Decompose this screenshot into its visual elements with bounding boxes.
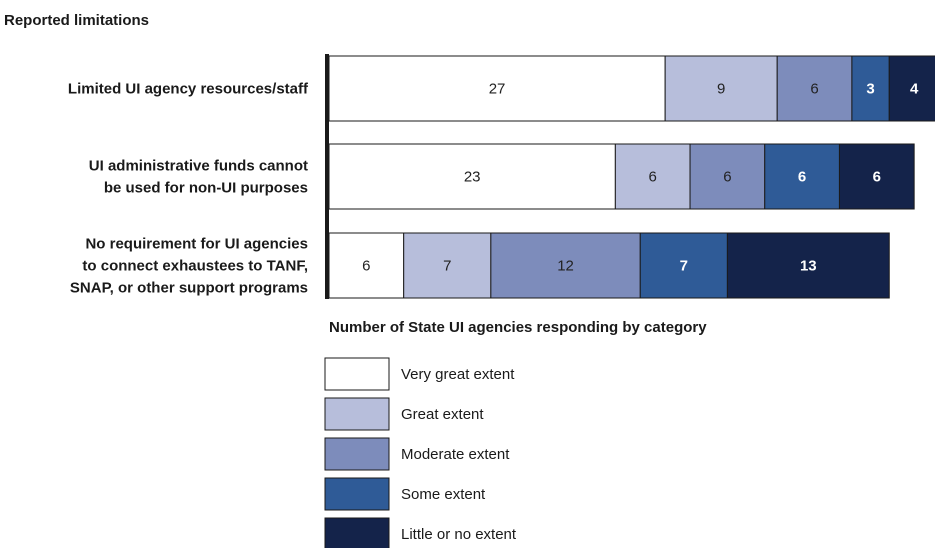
legend-label: Some extent <box>401 486 486 503</box>
category-label: UI administrative funds cannot <box>89 158 308 175</box>
chart-title: Reported limitations <box>4 12 149 29</box>
x-axis-label: Number of State UI agencies responding b… <box>329 319 707 336</box>
legend-label: Very great extent <box>401 366 515 383</box>
data-label: 6 <box>798 169 806 186</box>
bar-segment <box>614 143 691 210</box>
data-label: 27 <box>489 81 506 98</box>
legend-swatch <box>324 517 390 548</box>
data-label: 13 <box>800 258 817 275</box>
data-label: 7 <box>680 258 688 275</box>
data-label: 4 <box>910 81 919 98</box>
legend-label: Little or no extent <box>401 526 517 543</box>
data-label: 7 <box>443 258 451 275</box>
data-label: 6 <box>723 169 731 186</box>
data-label: 6 <box>810 81 818 98</box>
legend-swatch <box>324 357 390 391</box>
bar-segment <box>403 232 492 299</box>
data-label: 9 <box>717 81 725 98</box>
category-label: No requirement for UI agencies <box>85 236 308 253</box>
plot-area: Limited UI agency resources/staff 27 9 6 3 4 U… <box>68 55 935 299</box>
data-label: 6 <box>362 258 370 275</box>
bar-segment <box>838 143 915 210</box>
data-label: 6 <box>873 169 881 186</box>
legend: Very great extent Great extent Moderate ex… <box>324 357 517 548</box>
bar-segment <box>664 55 778 122</box>
bar-segment <box>328 232 405 299</box>
bar-segment <box>328 55 666 122</box>
category-label: be used for non-UI purposes <box>104 180 308 197</box>
y-axis-line <box>325 54 329 299</box>
legend-label: Great extent <box>401 406 484 423</box>
bar-segment <box>888 55 935 122</box>
data-label: 12 <box>557 258 574 275</box>
category-label: to connect exhaustees to TANF, <box>82 258 308 275</box>
data-label: 6 <box>649 169 657 186</box>
bar-segment <box>776 55 853 122</box>
bar-segment <box>639 232 728 299</box>
legend-label: Moderate extent <box>401 446 510 463</box>
category-label: Limited UI agency resources/staff <box>68 81 309 98</box>
bar-segment <box>490 232 641 299</box>
category-label: SNAP, or other support programs <box>70 280 308 297</box>
data-label: 3 <box>866 81 874 98</box>
legend-swatch <box>324 437 390 471</box>
legend-swatch <box>324 477 390 511</box>
bar-segment <box>726 232 890 299</box>
legend-swatch <box>324 397 390 431</box>
data-label: 23 <box>464 169 481 186</box>
